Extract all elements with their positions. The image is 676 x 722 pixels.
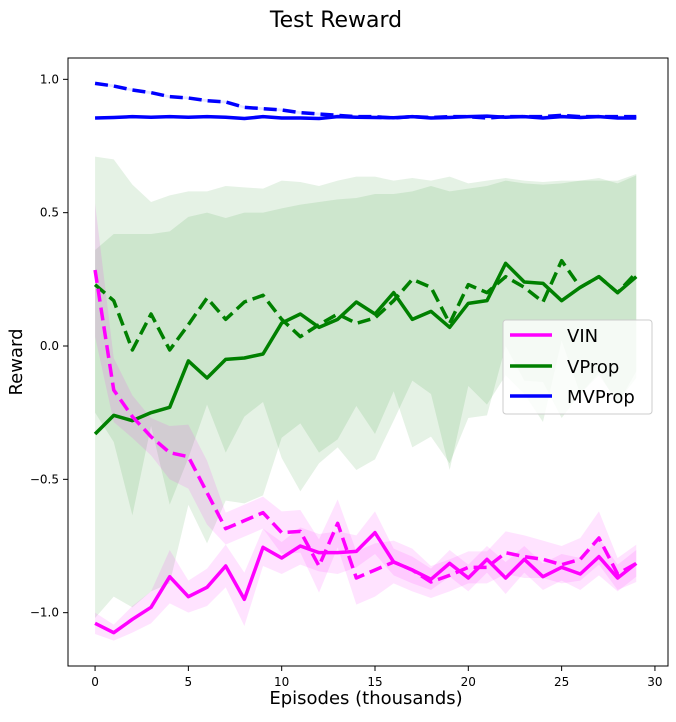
line-vprop-solid: [93, 261, 638, 436]
x-axis-label: Episodes (thousands): [269, 688, 462, 709]
x-axis: 0 5 10 15 20 25 30: [91, 666, 663, 689]
y-tick-label: 0.5: [40, 206, 59, 220]
std-bands: [95, 82, 637, 641]
x-tick-label: 5: [185, 675, 193, 689]
line-vin-dashed: [93, 269, 638, 584]
y-axis: −1.0 −0.5 0.0 0.5 1.0: [30, 72, 68, 620]
line-mvprop-dashed: [94, 81, 637, 120]
line-vin-solid: [94, 530, 638, 635]
line-vprop-dashed: [93, 258, 638, 352]
legend-label-mvprop: MVProp: [567, 387, 635, 408]
band-mvprop-dashed: [95, 82, 637, 120]
series-lines: [93, 81, 638, 635]
y-tick-label: −1.0: [30, 606, 59, 620]
x-tick-label: 25: [554, 675, 569, 689]
y-tick-label: 0.0: [40, 339, 59, 353]
y-tick-label: −0.5: [30, 472, 59, 486]
legend-label-vprop: VProp: [567, 357, 619, 378]
x-tick-label: 20: [461, 675, 476, 689]
band-vin-dashed: [95, 203, 637, 605]
band-vprop-dashed: [95, 156, 637, 516]
plot-frame: [67, 57, 669, 667]
legend-label-vin: VIN: [567, 326, 598, 347]
x-tick-label: 15: [367, 675, 382, 689]
y-axis-label: Reward: [6, 328, 27, 395]
band-vin-solid: [95, 511, 637, 641]
legend: VIN VProp MVProp: [502, 319, 653, 415]
chart-title: Test Reward: [269, 8, 402, 33]
x-tick-label: 10: [274, 675, 289, 689]
y-tick-label: 1.0: [40, 72, 59, 86]
x-tick-label: 30: [647, 675, 662, 689]
legend-box: [502, 319, 653, 415]
band-vprop-solid: [95, 175, 637, 619]
x-tick-label: 0: [91, 675, 99, 689]
